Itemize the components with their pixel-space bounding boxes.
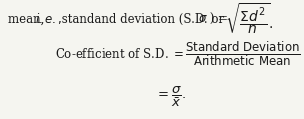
Text: $\dfrac{\mathrm{Standard\ Deviation}}{\mathrm{Arithmetic\ Mean}}$: $\dfrac{\mathrm{Standard\ Deviation}}{\m… [185,40,301,68]
Text: $= \dfrac{\sigma}{\bar{x}}.$: $= \dfrac{\sigma}{\bar{x}}.$ [155,85,186,109]
Text: ) =: ) = [206,12,232,25]
Text: $\sqrt{\dfrac{\Sigma d^2}{n}}$.: $\sqrt{\dfrac{\Sigma d^2}{n}}$. [225,2,273,36]
Text: $i.e.,$: $i.e.,$ [35,12,62,27]
Text: $\sigma$: $\sigma$ [198,12,208,25]
Text: standand deviation (S.D. or: standand deviation (S.D. or [58,12,228,25]
Text: mean,: mean, [8,12,48,25]
Text: Co-efficient of S.D. $=$: Co-efficient of S.D. $=$ [55,47,188,61]
